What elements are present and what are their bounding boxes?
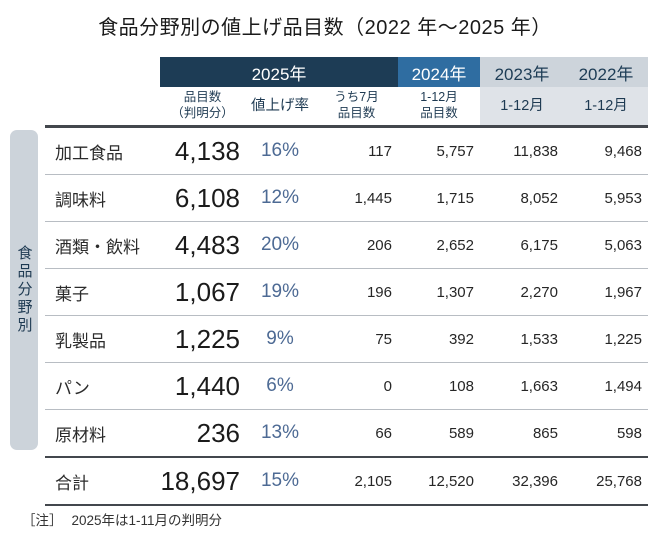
count-2023: 865 [532, 424, 558, 442]
count-2024: 1,715 [436, 189, 474, 207]
total-count-2023: 32,396 [512, 472, 558, 490]
footnote-prefix: ［注］ [22, 513, 63, 528]
items-count: 1,067 [174, 276, 240, 307]
category-label: パン [55, 378, 90, 398]
count-2022: 598 [616, 424, 642, 442]
count-2023: 8,052 [520, 189, 558, 207]
category-label: 乳製品 [55, 331, 106, 351]
count-2023: 2,270 [520, 283, 558, 301]
hike-rate: 6% [266, 375, 294, 396]
table-row: 原材料 236 13% 66 589 865 598 [45, 410, 648, 458]
hike-rate: 13% [260, 422, 300, 443]
footnote-text: 2025年は1-11月の判明分 [71, 513, 223, 528]
items-count: 4,483 [174, 229, 240, 260]
subheader-2024-items: 1-12月 品目数 [420, 90, 458, 120]
count-2022: 1,225 [604, 330, 642, 348]
data-table: 2025年 2024年 2023年 2022年 品目数 （判明分） 値上げ率 う… [45, 57, 648, 506]
hike-rate: 12% [260, 187, 300, 208]
table-row: 菓子 1,067 19% 196 1,307 2,270 1,967 [45, 269, 648, 316]
header-2025: 2025年 [160, 57, 398, 87]
count-2024: 589 [448, 424, 474, 442]
header-spacer [45, 57, 160, 87]
july-count: 75 [375, 330, 392, 348]
count-2022: 9,468 [604, 142, 642, 160]
subheader-2022-months: 1-12月 [564, 87, 648, 125]
footnote: ［注］ 2025年は1-11月の判明分 [22, 509, 222, 529]
hike-rate: 9% [266, 328, 294, 349]
count-2024: 5,757 [436, 142, 474, 160]
category-label: 原材料 [55, 425, 106, 445]
count-2022: 5,063 [604, 236, 642, 254]
total-label: 合計 [55, 473, 89, 493]
count-2024: 392 [448, 330, 474, 348]
category-label: 菓子 [55, 284, 89, 304]
category-label: 加工食品 [55, 143, 123, 163]
count-2022: 1,967 [604, 283, 642, 301]
july-count: 0 [383, 377, 392, 395]
table-row: 加工食品 4,138 16% 117 5,757 11,838 9,468 [45, 128, 648, 175]
count-2023: 1,663 [520, 377, 558, 395]
table-row: 酒類・飲料 4,483 20% 206 2,652 6,175 5,063 [45, 222, 648, 269]
hike-rate: 20% [260, 234, 300, 255]
row-group-bar: 食品分野別 [10, 130, 38, 450]
count-2022: 1,494 [604, 377, 642, 395]
july-count: 117 [368, 142, 392, 160]
hike-rate: 16% [260, 140, 300, 161]
subheader-rate: 値上げ率 [251, 97, 309, 114]
total-row: 合計 18,697 15% 2,105 12,520 32,396 25,768 [45, 458, 648, 506]
total-count-2024: 12,520 [428, 472, 474, 490]
subheader-july: うち7月 品目数 [334, 90, 379, 120]
count-2023: 6,175 [520, 236, 558, 254]
total-july-count: 2,105 [354, 472, 392, 490]
count-2022: 5,953 [604, 189, 642, 207]
july-count: 196 [366, 283, 392, 301]
count-2024: 108 [448, 377, 474, 395]
items-count: 4,138 [174, 135, 240, 166]
count-2024: 2,652 [436, 236, 474, 254]
category-label: 調味料 [55, 190, 106, 210]
items-count: 1,225 [174, 323, 240, 354]
category-label: 酒類・飲料 [55, 237, 140, 257]
header-2024: 2024年 [398, 57, 480, 87]
sub-header-row: 品目数 （判明分） 値上げ率 うち7月 品目数 1-12月 品目数 1-12月 … [45, 87, 648, 128]
count-2024: 1,307 [436, 283, 474, 301]
table-row: 調味料 6,108 12% 1,445 1,715 8,052 5,953 [45, 175, 648, 222]
table-row: 乳製品 1,225 9% 75 392 1,533 1,225 [45, 316, 648, 363]
items-count: 1,440 [174, 370, 240, 401]
subheader-2023-months: 1-12月 [480, 87, 564, 125]
july-count: 1,445 [354, 189, 392, 207]
page-title: 食品分野別の値上げ品目数（2022 年～2025 年） [98, 17, 552, 39]
row-group-label: 食品分野別 [15, 245, 33, 335]
count-2023: 11,838 [513, 142, 558, 160]
total-count-2022: 25,768 [596, 472, 642, 490]
total-items-count: 18,697 [160, 465, 240, 496]
header-2022: 2022年 [564, 57, 648, 87]
year-header-row: 2025年 2024年 2023年 2022年 [45, 57, 648, 87]
subheader-items: 品目数 （判明分） [171, 90, 234, 120]
table-row: パン 1,440 6% 0 108 1,663 1,494 [45, 363, 648, 410]
items-count: 236 [196, 417, 240, 448]
subheader-spacer [45, 87, 160, 125]
total-hike-rate: 15% [260, 470, 300, 491]
header-2023: 2023年 [480, 57, 564, 87]
items-count: 6,108 [174, 182, 240, 213]
count-2023: 1,533 [520, 330, 558, 348]
july-count: 206 [366, 236, 392, 254]
july-count: 66 [375, 424, 392, 442]
hike-rate: 19% [260, 281, 300, 302]
